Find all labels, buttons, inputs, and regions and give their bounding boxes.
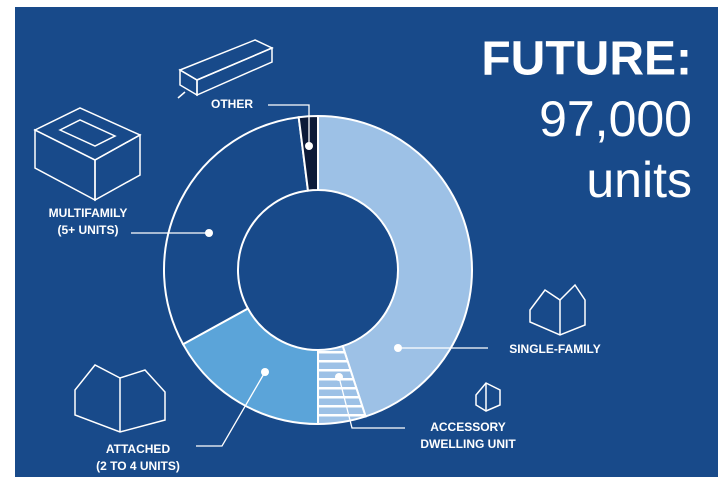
- slice-label: DWELLING UNIT: [420, 437, 516, 451]
- leader-dot: [335, 373, 343, 381]
- slice-label: (5+ UNITS): [57, 223, 118, 237]
- icon-multifamily: [33, 107, 142, 202]
- leader-dot: [394, 344, 402, 352]
- title-line: FUTURE:: [481, 33, 692, 86]
- icon-adu: [475, 382, 501, 412]
- donut-slice: [297, 114, 319, 192]
- title-line: 97,000: [539, 91, 692, 147]
- leader-line: [268, 104, 310, 146]
- leader-dot: [305, 142, 313, 150]
- slice-label: MULTIFAMILY: [49, 206, 128, 220]
- slice-label: SINGLE-FAMILY: [509, 342, 601, 356]
- icon-attached: [74, 364, 166, 433]
- leader-line: [338, 376, 405, 429]
- title-line: units: [586, 152, 692, 208]
- donut-slice: [317, 114, 473, 418]
- leader-dot: [205, 229, 213, 237]
- leader-dot: [261, 368, 269, 376]
- slice-label: (2 TO 4 UNITS): [96, 459, 180, 473]
- icon-trailer: [177, 39, 274, 99]
- slice-label: OTHER: [211, 97, 253, 111]
- slice-label: ATTACHED: [106, 442, 171, 456]
- slice-label: ACCESSORY: [430, 420, 506, 434]
- icon-single-family: [529, 283, 586, 336]
- donut-slice: [163, 116, 310, 346]
- leader-line: [196, 371, 266, 447]
